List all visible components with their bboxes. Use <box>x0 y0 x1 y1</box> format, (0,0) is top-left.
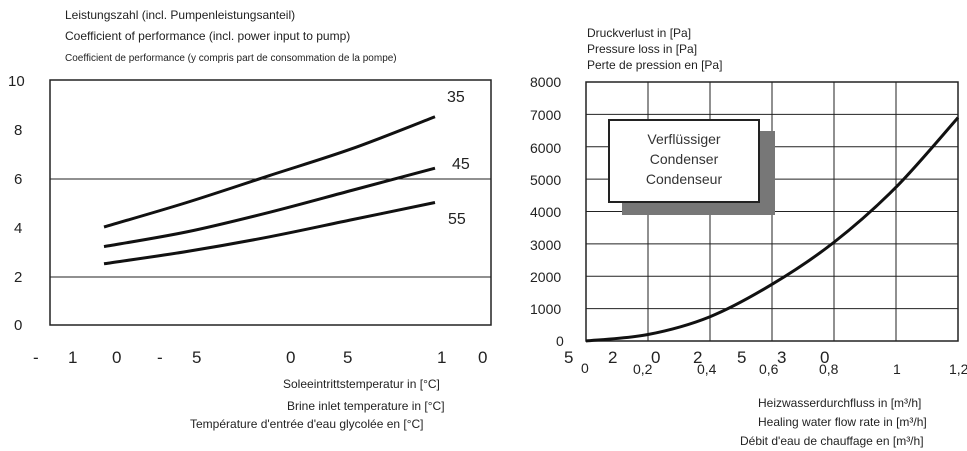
left-xtick: 5 <box>192 348 202 367</box>
cop-curve-35 <box>103 115 436 229</box>
right-xtick: 0 <box>581 360 589 376</box>
condenser-label-box: Verflüssiger Condenser Condenseur <box>608 119 760 203</box>
overlay-digit: 0 <box>651 348 661 367</box>
left-plot-frame <box>49 79 492 326</box>
left-ytick-8: 8 <box>14 122 23 139</box>
right-title-de: Druckverlust in [Pa] <box>587 26 692 40</box>
legend-box-line-fr: Condenseur <box>645 171 723 187</box>
left-ytick-0: 0 <box>14 317 23 334</box>
left-xlabel-de: Soleeintrittstemperatur in [°C] <box>283 377 440 391</box>
curve-label-35: 35 <box>447 89 465 106</box>
left-chart-plot <box>49 79 492 326</box>
right-xtick: 1 <box>893 361 901 377</box>
left-xtick: 1 <box>437 348 447 367</box>
right-title-fr: Perte de pression en [Pa] <box>587 58 723 72</box>
overlay-digit: 5 <box>564 348 574 367</box>
overlay-digit: 3 <box>777 348 787 367</box>
cop-curve-55 <box>103 201 436 266</box>
left-xlabel-en: Brine inlet temperature in [°C] <box>287 399 445 413</box>
overlay-digit: 2 <box>693 348 703 367</box>
right-xtick: 1,2 <box>949 361 967 377</box>
left-title-en: Coefficient of performance (incl. power … <box>65 29 351 43</box>
left-ytick-10: 10 <box>8 73 25 90</box>
right-ytick-6000: 6000 <box>530 140 562 156</box>
left-xtick: - <box>33 348 39 367</box>
left-xtick: - <box>157 348 163 367</box>
right-xlabel-en: Healing water flow rate in [m³/h] <box>758 415 927 429</box>
right-ytick-5000: 5000 <box>530 172 562 188</box>
left-xtick: 0 <box>112 348 122 367</box>
left-xtick: 5 <box>343 348 353 367</box>
left-xtick: 0 <box>286 348 296 367</box>
legend-box-line-en: Condenser <box>649 151 719 167</box>
overlay-digit: 2 <box>608 348 618 367</box>
right-ytick-1000: 1000 <box>530 301 562 317</box>
left-xtick: 0 <box>478 348 488 367</box>
right-plot-frame <box>585 81 959 342</box>
right-ytick-2000: 2000 <box>530 269 562 285</box>
right-ytick-3000: 3000 <box>530 237 562 253</box>
right-xlabel-fr: Débit d'eau de chauffage en [m³/h] <box>740 434 924 448</box>
right-xtick: 0,4 <box>697 361 717 377</box>
curve-label-45: 45 <box>452 156 470 173</box>
right-title-en: Pressure loss in [Pa] <box>587 42 698 56</box>
left-ytick-2: 2 <box>14 269 23 286</box>
right-ytick-7000: 7000 <box>530 107 562 123</box>
legend-box-line-de: Verflüssiger <box>647 131 721 147</box>
cop-curve-45 <box>103 166 436 249</box>
left-xtick: 1 <box>68 348 78 367</box>
pressure-loss-curve <box>585 116 960 343</box>
left-ytick-6: 6 <box>14 171 23 188</box>
left-title-de: Leistungszahl (incl. Pumpenleistungsante… <box>65 8 296 22</box>
right-ytick-0: 0 <box>556 333 564 349</box>
curve-label-55: 55 <box>448 211 466 228</box>
right-xtick: 0,2 <box>633 361 653 377</box>
left-title-fr: Coefficient de performance (y compris pa… <box>65 53 397 64</box>
left-xlabel-fr: Température d'entrée d'eau glycolée en [… <box>190 417 424 431</box>
left-ytick-4: 4 <box>14 220 23 237</box>
overlay-digit: 5 <box>737 348 747 367</box>
right-xtick: 0,6 <box>759 361 779 377</box>
right-ytick-8000: 8000 <box>530 74 562 90</box>
right-ytick-4000: 4000 <box>530 204 562 220</box>
right-xtick: 0,8 <box>819 361 839 377</box>
right-xlabel-de: Heizwasserdurchfluss in [m³/h] <box>758 396 922 410</box>
overlay-digit: 0 <box>820 348 830 367</box>
